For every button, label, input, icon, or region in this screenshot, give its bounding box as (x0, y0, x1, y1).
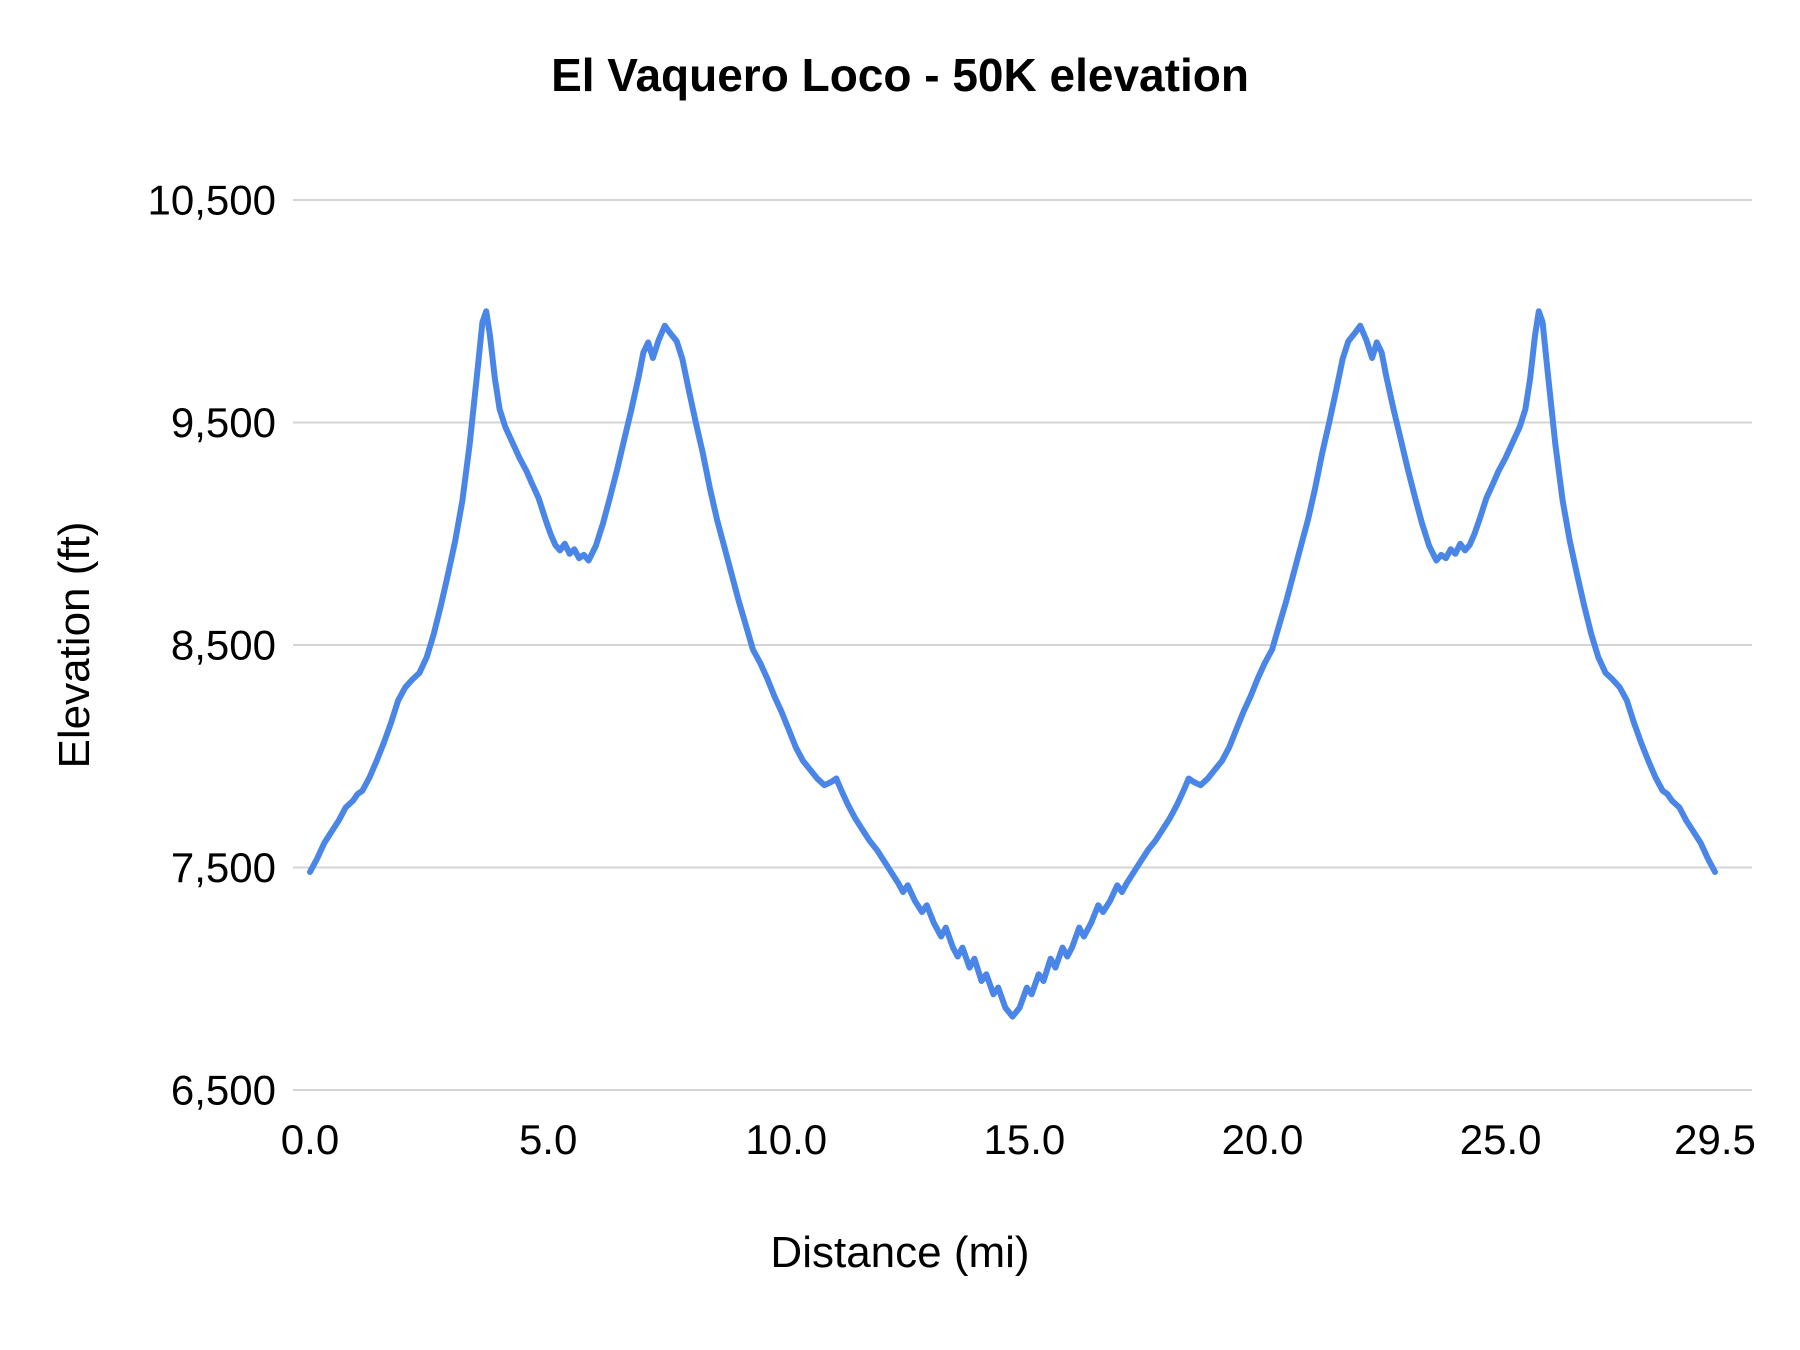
chart-title: El Vaquero Loco - 50K elevation (551, 49, 1249, 101)
x-tick-label: 10.0 (745, 1116, 827, 1163)
elevation-line (307, 308, 1718, 1020)
y-tick-label: 6,500 (171, 1067, 276, 1114)
x-tick-label: 5.0 (519, 1116, 577, 1163)
x-tick-label: 20.0 (1222, 1116, 1304, 1163)
x-tick-label: 25.0 (1460, 1116, 1542, 1163)
y-tick-label: 7,500 (171, 844, 276, 891)
y-tick-label: 8,500 (171, 622, 276, 669)
x-axis-title: Distance (mi) (770, 1228, 1030, 1277)
x-tick-label: 0.0 (281, 1116, 339, 1163)
x-tick-label: 15.0 (984, 1116, 1066, 1163)
x-tick-label: 29.5 (1674, 1116, 1756, 1163)
y-tick-label: 9,500 (171, 399, 276, 446)
y-tick-label: 10,500 (148, 177, 276, 224)
